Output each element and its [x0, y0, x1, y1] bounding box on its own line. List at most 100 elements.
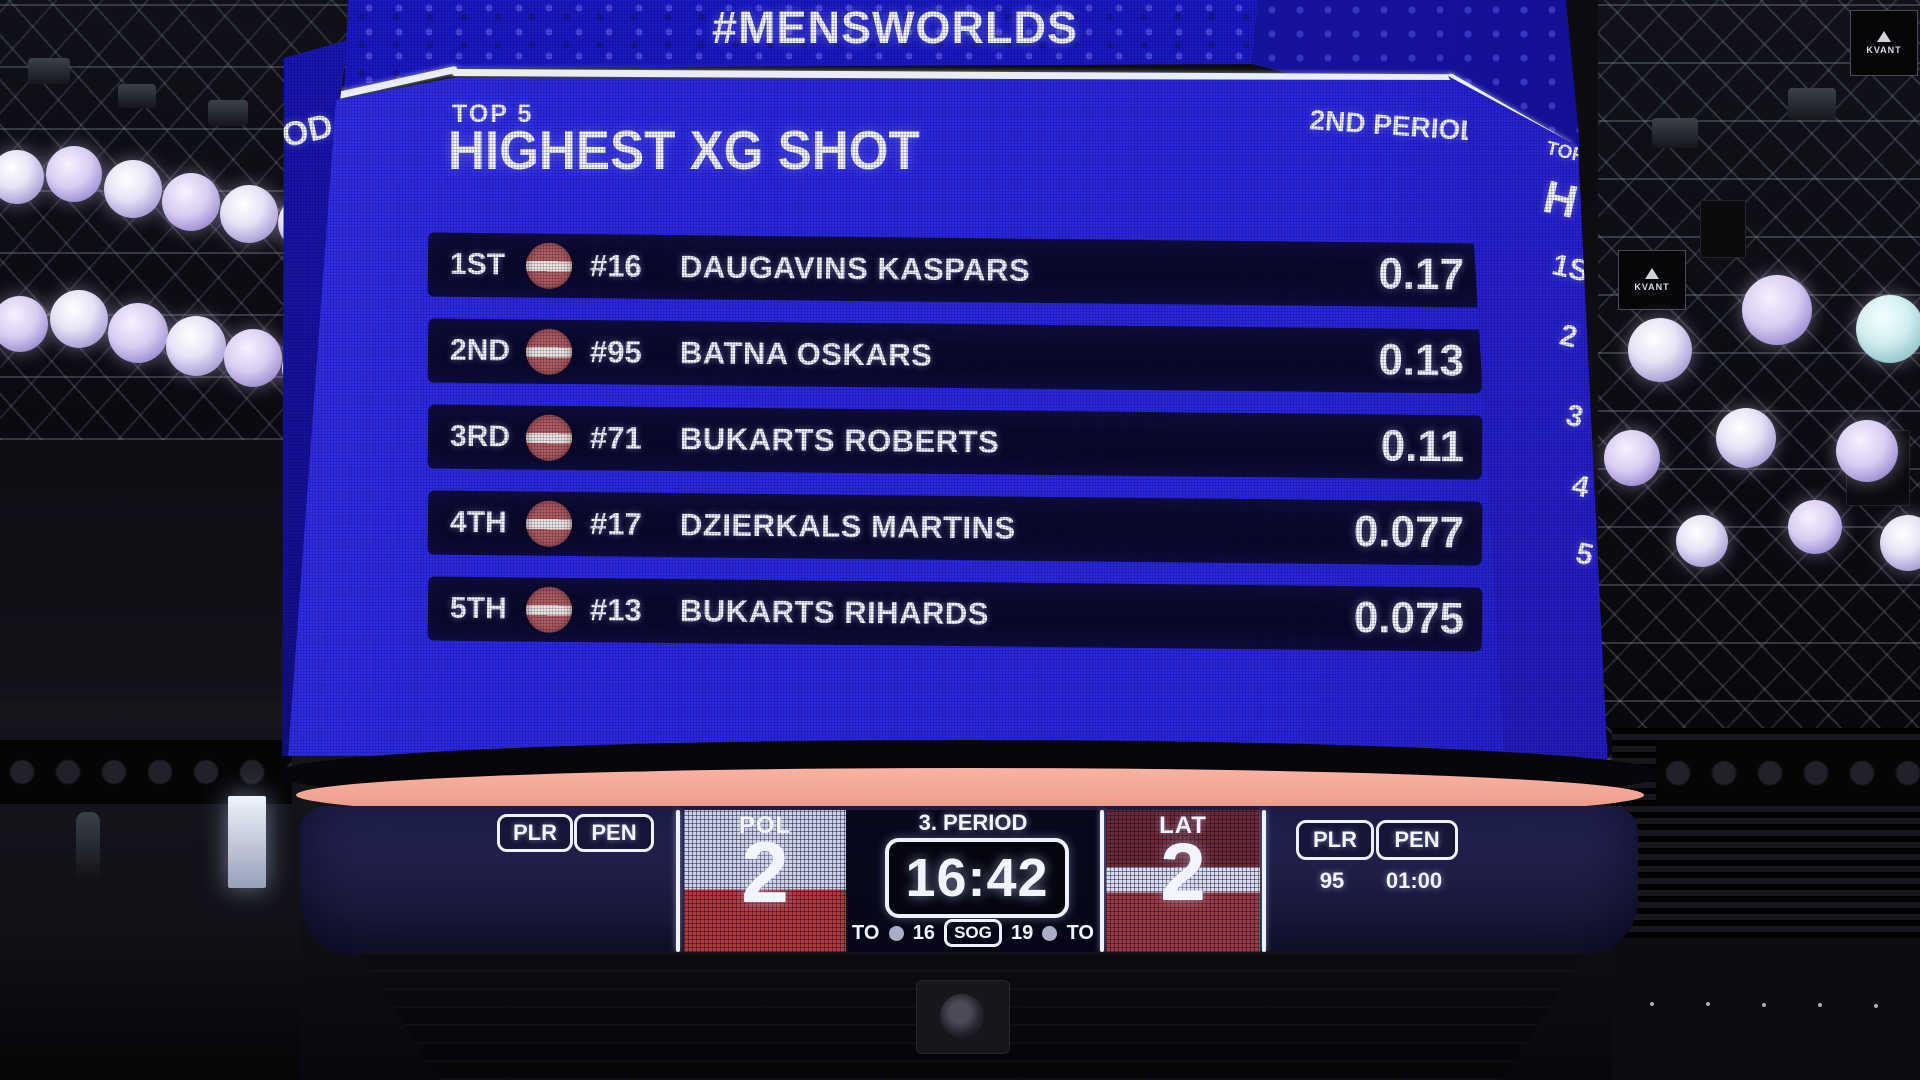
- scoreboard-divider: [676, 810, 680, 952]
- sphere-light: [104, 160, 162, 218]
- wall-light-dot: [1762, 1003, 1766, 1007]
- stage-light: [28, 58, 70, 84]
- rank-label: 5TH: [449, 591, 507, 626]
- timeout-dot-away: [1042, 925, 1058, 941]
- sphere-light: [1716, 408, 1776, 468]
- arena-wall-right-lower: [1612, 938, 1920, 1080]
- rank-label: 1ST: [449, 247, 506, 282]
- timeout-label-away: TO: [1066, 921, 1094, 944]
- sog-home: 16: [912, 921, 935, 944]
- sphere-light: [162, 173, 220, 231]
- sphere-light: [1676, 515, 1728, 567]
- sphere-light: [166, 316, 226, 376]
- stage-light: [118, 84, 156, 108]
- stage-light: [208, 100, 248, 126]
- scoreboard-band: PLR PEN POL 2 3. PERIOD 16:42 TO 16 SOG …: [300, 806, 1638, 956]
- sphere-light: [220, 185, 278, 243]
- sphere-light: [1742, 275, 1812, 345]
- sphere-light: [1856, 295, 1920, 363]
- game-clock: 16:42: [905, 848, 1049, 908]
- sphere-light: [108, 303, 168, 363]
- leaderboard-row: 1ST #16 DAUGAVINS KASPARS 0.17: [427, 232, 1483, 308]
- xg-value: 0.077: [1353, 507, 1465, 558]
- speaker-band-right: [1656, 740, 1920, 806]
- latvia-flag-icon: [525, 242, 573, 289]
- sphere-light: [1628, 318, 1692, 382]
- kvant-logo-icon: [1645, 268, 1659, 279]
- timeout-label-home: TO: [852, 921, 880, 944]
- sphere-light: [46, 146, 102, 202]
- rank-label: 3RD: [449, 419, 511, 454]
- wrapped-text-fragment: 5: [1572, 536, 1597, 573]
- leaderboard-row: 2ND #95 BATNA OSKARS 0.13: [427, 318, 1483, 394]
- leaderboard-subtitle: TOP 5: [452, 100, 534, 128]
- leaderboard-row: 5TH #13 BUKARTS RIHARDS 0.075: [427, 576, 1483, 652]
- player-name: BATNA OSKARS: [679, 335, 933, 373]
- xg-value: 0.11: [1380, 421, 1465, 472]
- ceiling-truss-right: [1598, 0, 1920, 760]
- sphere-light: [0, 150, 44, 204]
- poland-flag-panel: POL 2: [684, 810, 846, 952]
- speaker: [1700, 200, 1746, 258]
- wrapped-text-fragment: 4: [1568, 468, 1593, 505]
- player-name: DZIERKALS MARTINS: [679, 507, 1016, 546]
- timeout-sog-row: TO 16 SOG 19 TO: [852, 919, 1094, 947]
- sphere-light: [1604, 430, 1660, 486]
- sphere-light: [1788, 500, 1842, 554]
- wrapped-text-fragment: 1S: [1548, 248, 1593, 289]
- doorway: [228, 796, 266, 888]
- camera-lens-icon: [940, 994, 984, 1038]
- player-name: DAUGAVINS KASPARS: [679, 249, 1031, 288]
- pen-button-home: PEN: [574, 814, 654, 852]
- sog-label: SOG: [944, 919, 1002, 947]
- speaker-band-left: [0, 740, 292, 804]
- penalty-player-number: 95: [1319, 868, 1345, 893]
- leaderboard-row: 4TH #17 DZIERKALS MARTINS 0.077: [427, 490, 1483, 566]
- latvia-flag-icon: [525, 414, 573, 461]
- player-name: BUKARTS ROBERTS: [679, 421, 1000, 460]
- sphere-light: [1836, 420, 1898, 482]
- wrapped-text-fragment: TOP: [1544, 137, 1587, 168]
- player-number: #71: [589, 420, 642, 456]
- xg-value: 0.17: [1378, 249, 1465, 300]
- plr-button-away: PLR: [1296, 820, 1374, 860]
- leaderboard-title: HIGHEST XG SHOT: [448, 119, 920, 181]
- wall-light-dot: [1818, 1003, 1822, 1007]
- kvant-equipment-box: KVANT: [1618, 250, 1686, 310]
- wall-light-dot: [1706, 1002, 1710, 1006]
- player-number: #95: [589, 334, 642, 370]
- latvia-flag-panel: LAT 2: [1106, 810, 1260, 952]
- wall-light-dot: [1874, 1004, 1878, 1008]
- kvant-logo-icon: [1877, 31, 1891, 42]
- leaderboard-row: 3RD #71 BUKARTS ROBERTS 0.11: [427, 404, 1483, 480]
- clock-panel: 3. PERIOD 16:42 TO 16 SOG 19 TO: [846, 810, 1100, 952]
- period-label: 3. PERIOD: [918, 810, 1028, 835]
- sphere-light: [224, 329, 282, 387]
- player-number: #17: [589, 506, 642, 542]
- player-number: #16: [589, 248, 642, 284]
- kvant-equipment-box: KVANT: [1850, 10, 1918, 76]
- score-home: 2: [741, 825, 789, 921]
- xg-value: 0.075: [1353, 593, 1465, 644]
- timeout-dot-home: [888, 925, 904, 941]
- sphere-light: [1880, 515, 1920, 571]
- team-code-away: LAT: [1159, 812, 1207, 839]
- sog-away: 19: [1011, 921, 1034, 944]
- stage-light: [1652, 118, 1698, 148]
- player-number: #13: [589, 592, 642, 628]
- scoreboard-divider: [1262, 810, 1266, 952]
- latvia-flag-icon: [525, 328, 573, 375]
- event-hashtag: #MENSWORLDS: [712, 2, 1079, 53]
- latvia-flag-icon: [525, 500, 573, 547]
- wrapped-text-fragment: OD: [278, 106, 337, 156]
- plr-button-home: PLR: [497, 814, 573, 852]
- game-clock-box: 16:42: [885, 838, 1069, 918]
- player-name: BUKARTS RIHARDS: [679, 593, 990, 632]
- stage-light: [1788, 88, 1836, 120]
- wrapped-text-fragment: 3: [1562, 398, 1587, 435]
- sphere-light: [50, 290, 108, 348]
- score-away: 2: [1160, 827, 1206, 918]
- scoreboard-divider: [1100, 810, 1104, 952]
- wrapped-text-fragment: 2: [1556, 318, 1581, 355]
